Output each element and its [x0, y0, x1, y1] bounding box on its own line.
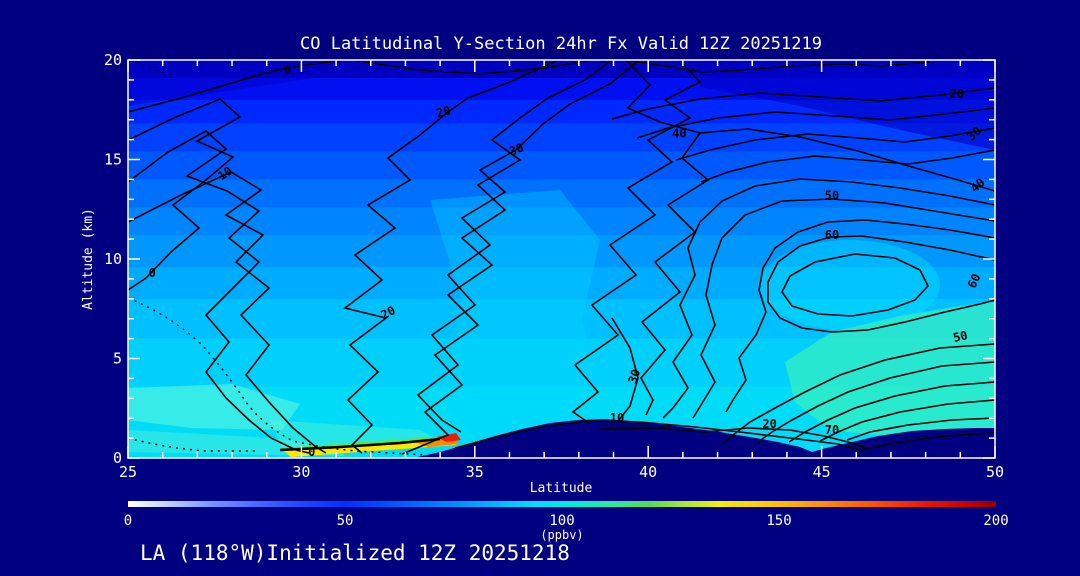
contour-label: 30	[625, 367, 643, 385]
colorbar-gradient-bar	[128, 501, 996, 507]
init-footer-text: LA (118°W)Initialized 12Z 20251218	[140, 541, 570, 565]
axis-tick-labels: 25 30 35 40 45 50 0 5 10 15 20	[104, 51, 1004, 481]
colorbar-tick-label: 0	[124, 513, 132, 529]
y-tick-label: 15	[104, 151, 122, 169]
contour-lines	[128, 60, 995, 456]
contour-label: 10	[215, 164, 235, 184]
axis-ticks	[127, 59, 996, 459]
contour-label: 20	[378, 303, 397, 322]
x-tick-label: 40	[639, 463, 657, 481]
x-tick-label: 45	[813, 463, 831, 481]
x-tick-label: 35	[466, 463, 484, 481]
contour-label: 20	[762, 417, 776, 431]
colorbar-tick-label: 100	[549, 513, 574, 529]
y-tick-label: 5	[113, 350, 122, 368]
dotted-contour	[128, 60, 176, 77]
terrain-silhouette	[413, 419, 995, 458]
plot-title: CO Latitudinal Y-Section 24hr Fx Valid 1…	[300, 34, 822, 54]
plot-area: 0102030402030405060605010020301020700	[128, 51, 995, 459]
x-tick-label: 50	[986, 463, 1004, 481]
y-tick-label: 0	[113, 449, 122, 467]
contour-label: 0	[149, 266, 156, 280]
x-axis-label: Latitude	[530, 481, 593, 496]
dotted-contour	[128, 297, 427, 456]
contour-label: 10	[599, 51, 613, 65]
contour-label: 20	[435, 103, 453, 120]
colorbar-tick-label: 50	[337, 513, 354, 529]
fill-overlays	[128, 60, 995, 456]
contour-label: 30	[507, 140, 526, 158]
contour-label: 20	[950, 87, 964, 101]
colorbar-tick-label: 200	[983, 513, 1008, 529]
colorbar-tick-labels: 0 50 100 150 200	[124, 513, 1009, 529]
contour-label: 70	[825, 423, 839, 437]
x-tick-label: 25	[119, 463, 137, 481]
contour-label: 50	[952, 328, 969, 345]
dotted-contour	[128, 437, 256, 452]
contour-label: 60	[965, 271, 984, 290]
contour-label: 40	[672, 127, 686, 141]
contour-label: 0	[308, 445, 315, 459]
contour-label: 0	[283, 62, 293, 77]
contour-labels: 0102030402030405060605010020301020700	[149, 51, 988, 459]
y-tick-label: 10	[104, 250, 122, 268]
colorbar-units-label: (ppbv)	[540, 528, 583, 542]
x-tick-label: 30	[292, 463, 310, 481]
contour-label: 60	[825, 228, 839, 242]
contour-label: 10	[610, 411, 624, 425]
colorbar-tick-label: 150	[766, 513, 791, 529]
contour-label: 50	[825, 188, 839, 202]
y-axis-label: Altitude (km)	[81, 208, 96, 310]
colorbar: 0 50 100 150 200 (ppbv)	[124, 501, 1009, 542]
y-tick-label: 20	[104, 51, 122, 69]
